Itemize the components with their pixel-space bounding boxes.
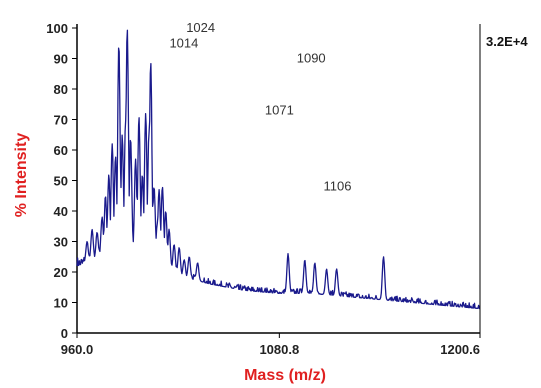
x-tick-label: 1080.8 xyxy=(259,342,299,357)
peak-label: 1071 xyxy=(265,102,294,117)
peak-label: 1106 xyxy=(324,179,352,194)
y-tick-label: 80 xyxy=(54,82,68,97)
y-tick-label: 10 xyxy=(54,296,68,311)
y-tick-label: 0 xyxy=(61,326,68,341)
max-intensity-label: 3.2E+4 xyxy=(486,34,528,49)
y-tick-label: 90 xyxy=(54,52,68,67)
y-tick-label: 60 xyxy=(54,143,68,158)
x-axis-title: Mass (m/z) xyxy=(244,367,326,384)
x-tick-label: 1200.6 xyxy=(440,342,480,357)
x-axis-ticks: 960.0 1080.8 1200.6 xyxy=(61,333,481,357)
y-tick-label: 40 xyxy=(54,204,68,219)
y-axis-title: % Intensity xyxy=(13,133,30,218)
y-tick-label: 20 xyxy=(54,265,68,280)
y-tick-label: 30 xyxy=(54,235,68,250)
y-tick-label: 70 xyxy=(54,113,68,128)
y-tick-label: 100 xyxy=(46,21,68,36)
spectrum-series-line xyxy=(76,29,480,310)
y-tick-label: 50 xyxy=(54,174,68,189)
peak-label: 1090 xyxy=(297,51,326,66)
y-axis-ticks: 0 10 20 30 40 50 60 70 80 90 100 xyxy=(46,21,77,341)
x-tick-label: 960.0 xyxy=(61,342,94,357)
peak-label: 1014 xyxy=(169,35,198,50)
peak-label: 1024 xyxy=(186,20,215,35)
